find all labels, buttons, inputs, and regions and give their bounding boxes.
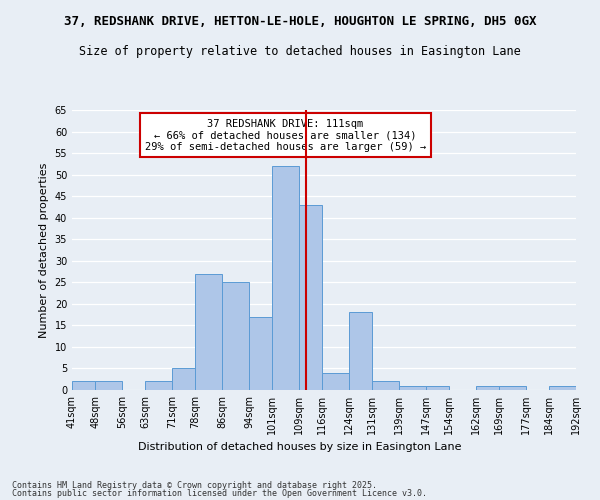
Bar: [426, 386, 449, 390]
Text: Distribution of detached houses by size in Easington Lane: Distribution of detached houses by size …: [138, 442, 462, 452]
Bar: [222, 282, 249, 390]
Bar: [272, 166, 299, 390]
Text: Contains public sector information licensed under the Open Government Licence v3: Contains public sector information licen…: [12, 488, 427, 498]
Text: 37, REDSHANK DRIVE, HETTON-LE-HOLE, HOUGHTON LE SPRING, DH5 0GX: 37, REDSHANK DRIVE, HETTON-LE-HOLE, HOUG…: [64, 15, 536, 28]
Bar: [95, 382, 122, 390]
Bar: [299, 205, 322, 390]
Bar: [399, 386, 426, 390]
Bar: [72, 382, 95, 390]
Bar: [373, 382, 399, 390]
Bar: [499, 386, 526, 390]
Bar: [249, 317, 272, 390]
Bar: [349, 312, 373, 390]
Text: Size of property relative to detached houses in Easington Lane: Size of property relative to detached ho…: [79, 45, 521, 58]
Bar: [322, 373, 349, 390]
Text: Contains HM Land Registry data © Crown copyright and database right 2025.: Contains HM Land Registry data © Crown c…: [12, 481, 377, 490]
Text: 37 REDSHANK DRIVE: 111sqm
← 66% of detached houses are smaller (134)
29% of semi: 37 REDSHANK DRIVE: 111sqm ← 66% of detac…: [145, 118, 426, 152]
Y-axis label: Number of detached properties: Number of detached properties: [39, 162, 49, 338]
Bar: [549, 386, 576, 390]
Bar: [476, 386, 499, 390]
Bar: [196, 274, 222, 390]
Bar: [145, 382, 172, 390]
Bar: [172, 368, 196, 390]
